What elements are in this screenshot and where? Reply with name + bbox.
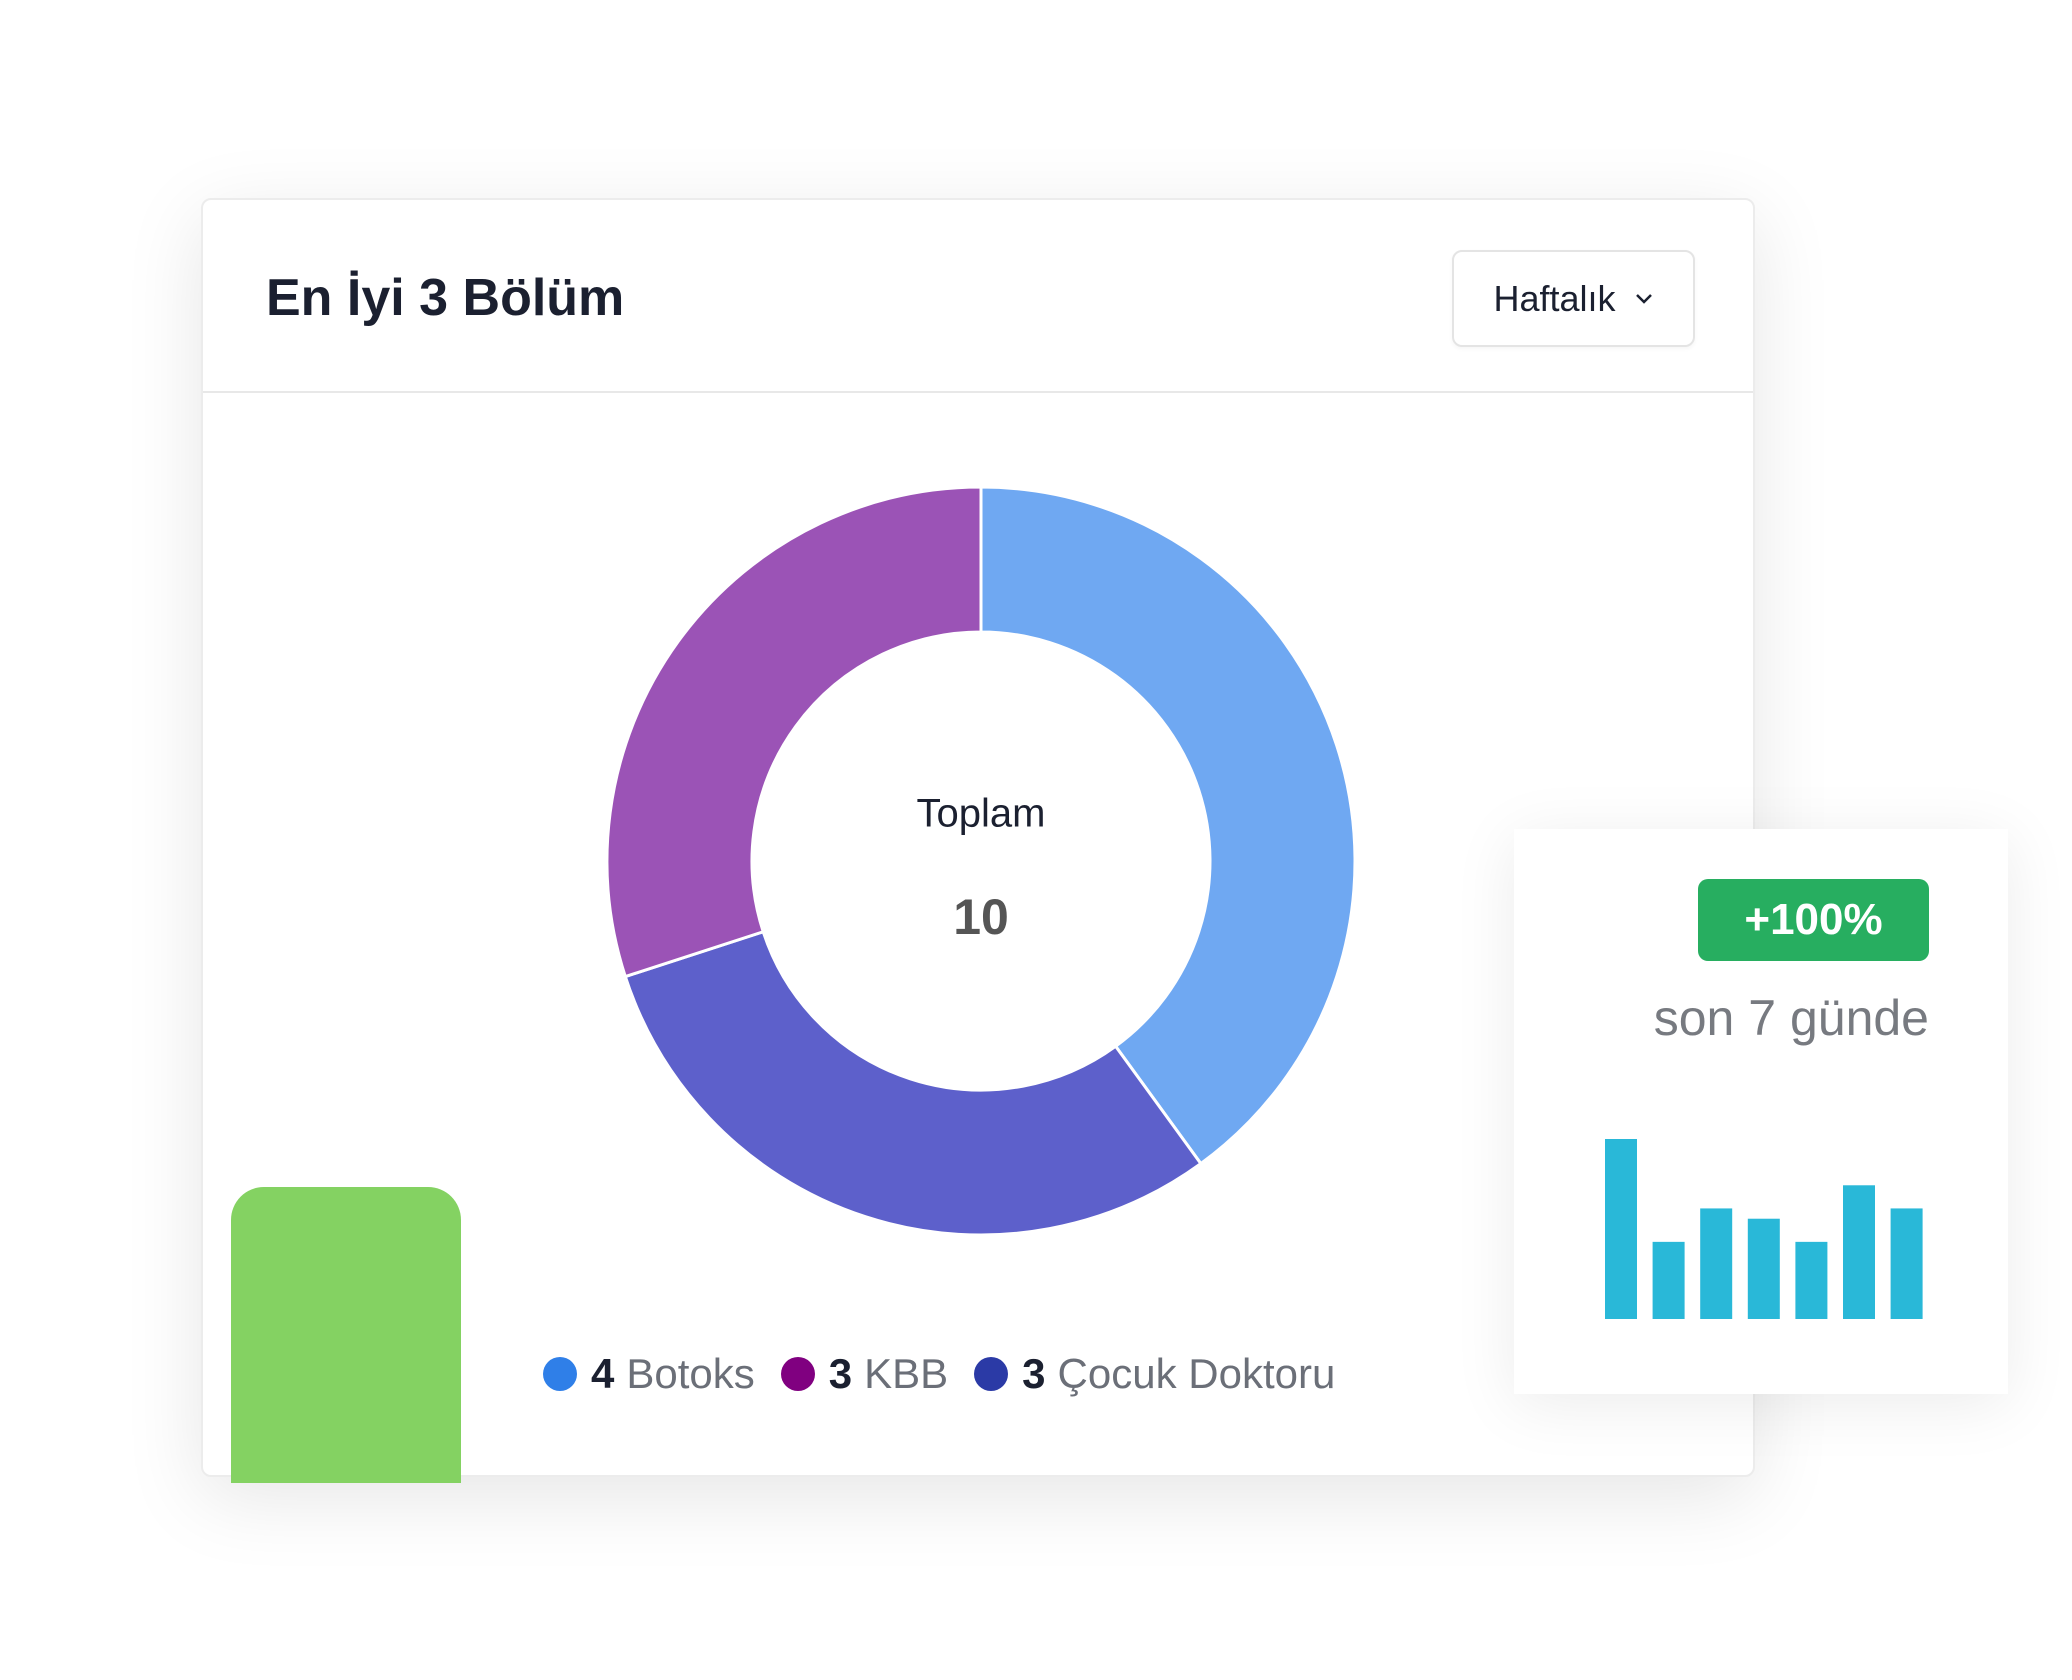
donut-chart: Toplam 10 (605, 485, 1357, 1237)
stat-card: +100% son 7 günde (1514, 829, 2008, 1394)
legend-item: 3 KBB (780, 1350, 949, 1398)
donut-slice (623, 929, 1203, 1237)
legend-value: 3 (828, 1350, 853, 1397)
stat-subtitle: son 7 günde (1653, 990, 1929, 1046)
decor-block (231, 1187, 461, 1483)
legend: 4 Botoks 3 KBB 3 Çocuk Doktoru (543, 1350, 1361, 1398)
mini-bar (1605, 1139, 1637, 1319)
legend-label: Botoks (626, 1350, 755, 1397)
legend-item: 4 Botoks (543, 1350, 755, 1398)
mini-bar (1843, 1185, 1875, 1319)
donut-slice (979, 485, 1357, 1166)
divider (203, 391, 1753, 393)
center-label: Toplam (917, 792, 1046, 836)
legend-label: KBB (864, 1350, 949, 1397)
mini-bar (1652, 1241, 1685, 1319)
legend-label: Çocuk Doktoru (1057, 1350, 1336, 1397)
legend-marker (974, 1357, 1009, 1391)
mini-bar-chart (1605, 1139, 1923, 1319)
legend-marker (543, 1357, 577, 1391)
change-badge: +100% (1698, 879, 1929, 961)
donut-slice (605, 485, 983, 979)
center-total: 10 (953, 889, 1009, 945)
dropdown-label: Haftalık (1493, 277, 1616, 319)
chevron (1635, 293, 1652, 304)
mini-bar (1700, 1208, 1733, 1319)
legend-value: 4 (591, 1350, 615, 1397)
mini-bar (1747, 1218, 1780, 1319)
legend-item: 3 Çocuk Doktoru (974, 1350, 1335, 1398)
period-dropdown[interactable]: Haftalık (1452, 250, 1695, 347)
legend-value: 3 (1022, 1350, 1046, 1397)
legend-marker (780, 1357, 815, 1391)
card-title: En İyi 3 Bölüm (266, 269, 625, 327)
mini-bar (1890, 1208, 1923, 1319)
mini-bar (1795, 1241, 1828, 1319)
